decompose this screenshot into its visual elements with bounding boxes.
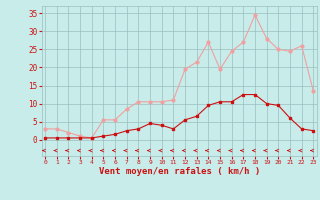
- X-axis label: Vent moyen/en rafales ( km/h ): Vent moyen/en rafales ( km/h ): [99, 167, 260, 176]
